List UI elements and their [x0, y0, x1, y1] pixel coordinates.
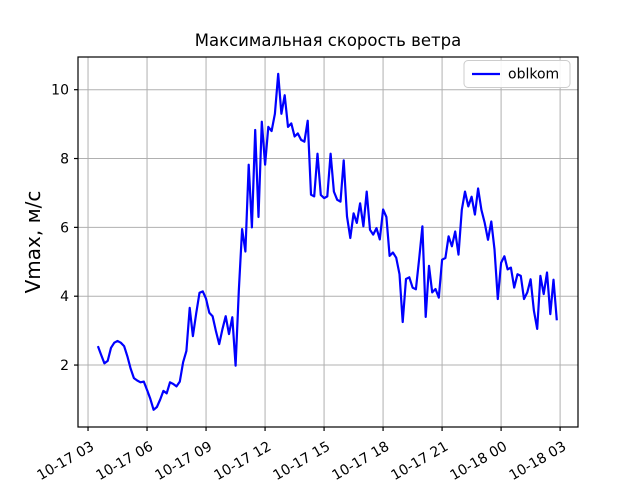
x-tick-label: 10-17 21	[389, 439, 452, 480]
y-tick-label: 4	[60, 289, 69, 305]
y-tick-label: 2	[60, 358, 69, 374]
legend-box	[463, 60, 571, 88]
x-tick-label: 10-17 03	[35, 439, 98, 480]
grid-lines	[78, 57, 578, 427]
axes-spines	[77, 56, 579, 428]
x-tick-label: 10-17 06	[94, 439, 157, 480]
chart-title: Максимальная скорость ветра	[195, 31, 461, 50]
series-group	[96, 72, 558, 411]
plot-area	[78, 57, 578, 427]
y-tick-label: 8	[60, 152, 69, 168]
x-tick-label: 10-17 09	[153, 439, 216, 480]
x-tick-label: 10-18 03	[507, 439, 570, 480]
y-tick-label: 6	[60, 220, 69, 236]
x-tick-label: 10-17 18	[330, 439, 393, 480]
legend-label: oblkom	[508, 67, 559, 83]
x-tick-label: 10-18 00	[448, 439, 511, 480]
x-tick-label: 10-17 15	[271, 439, 334, 480]
y-tick-label: 10	[51, 83, 69, 99]
x-tick-label: 10-17 12	[212, 439, 275, 480]
legend: oblkom	[463, 60, 571, 88]
y-axis-label: Vmax, м/с	[21, 191, 45, 294]
series-line-oblkom	[96, 72, 558, 411]
